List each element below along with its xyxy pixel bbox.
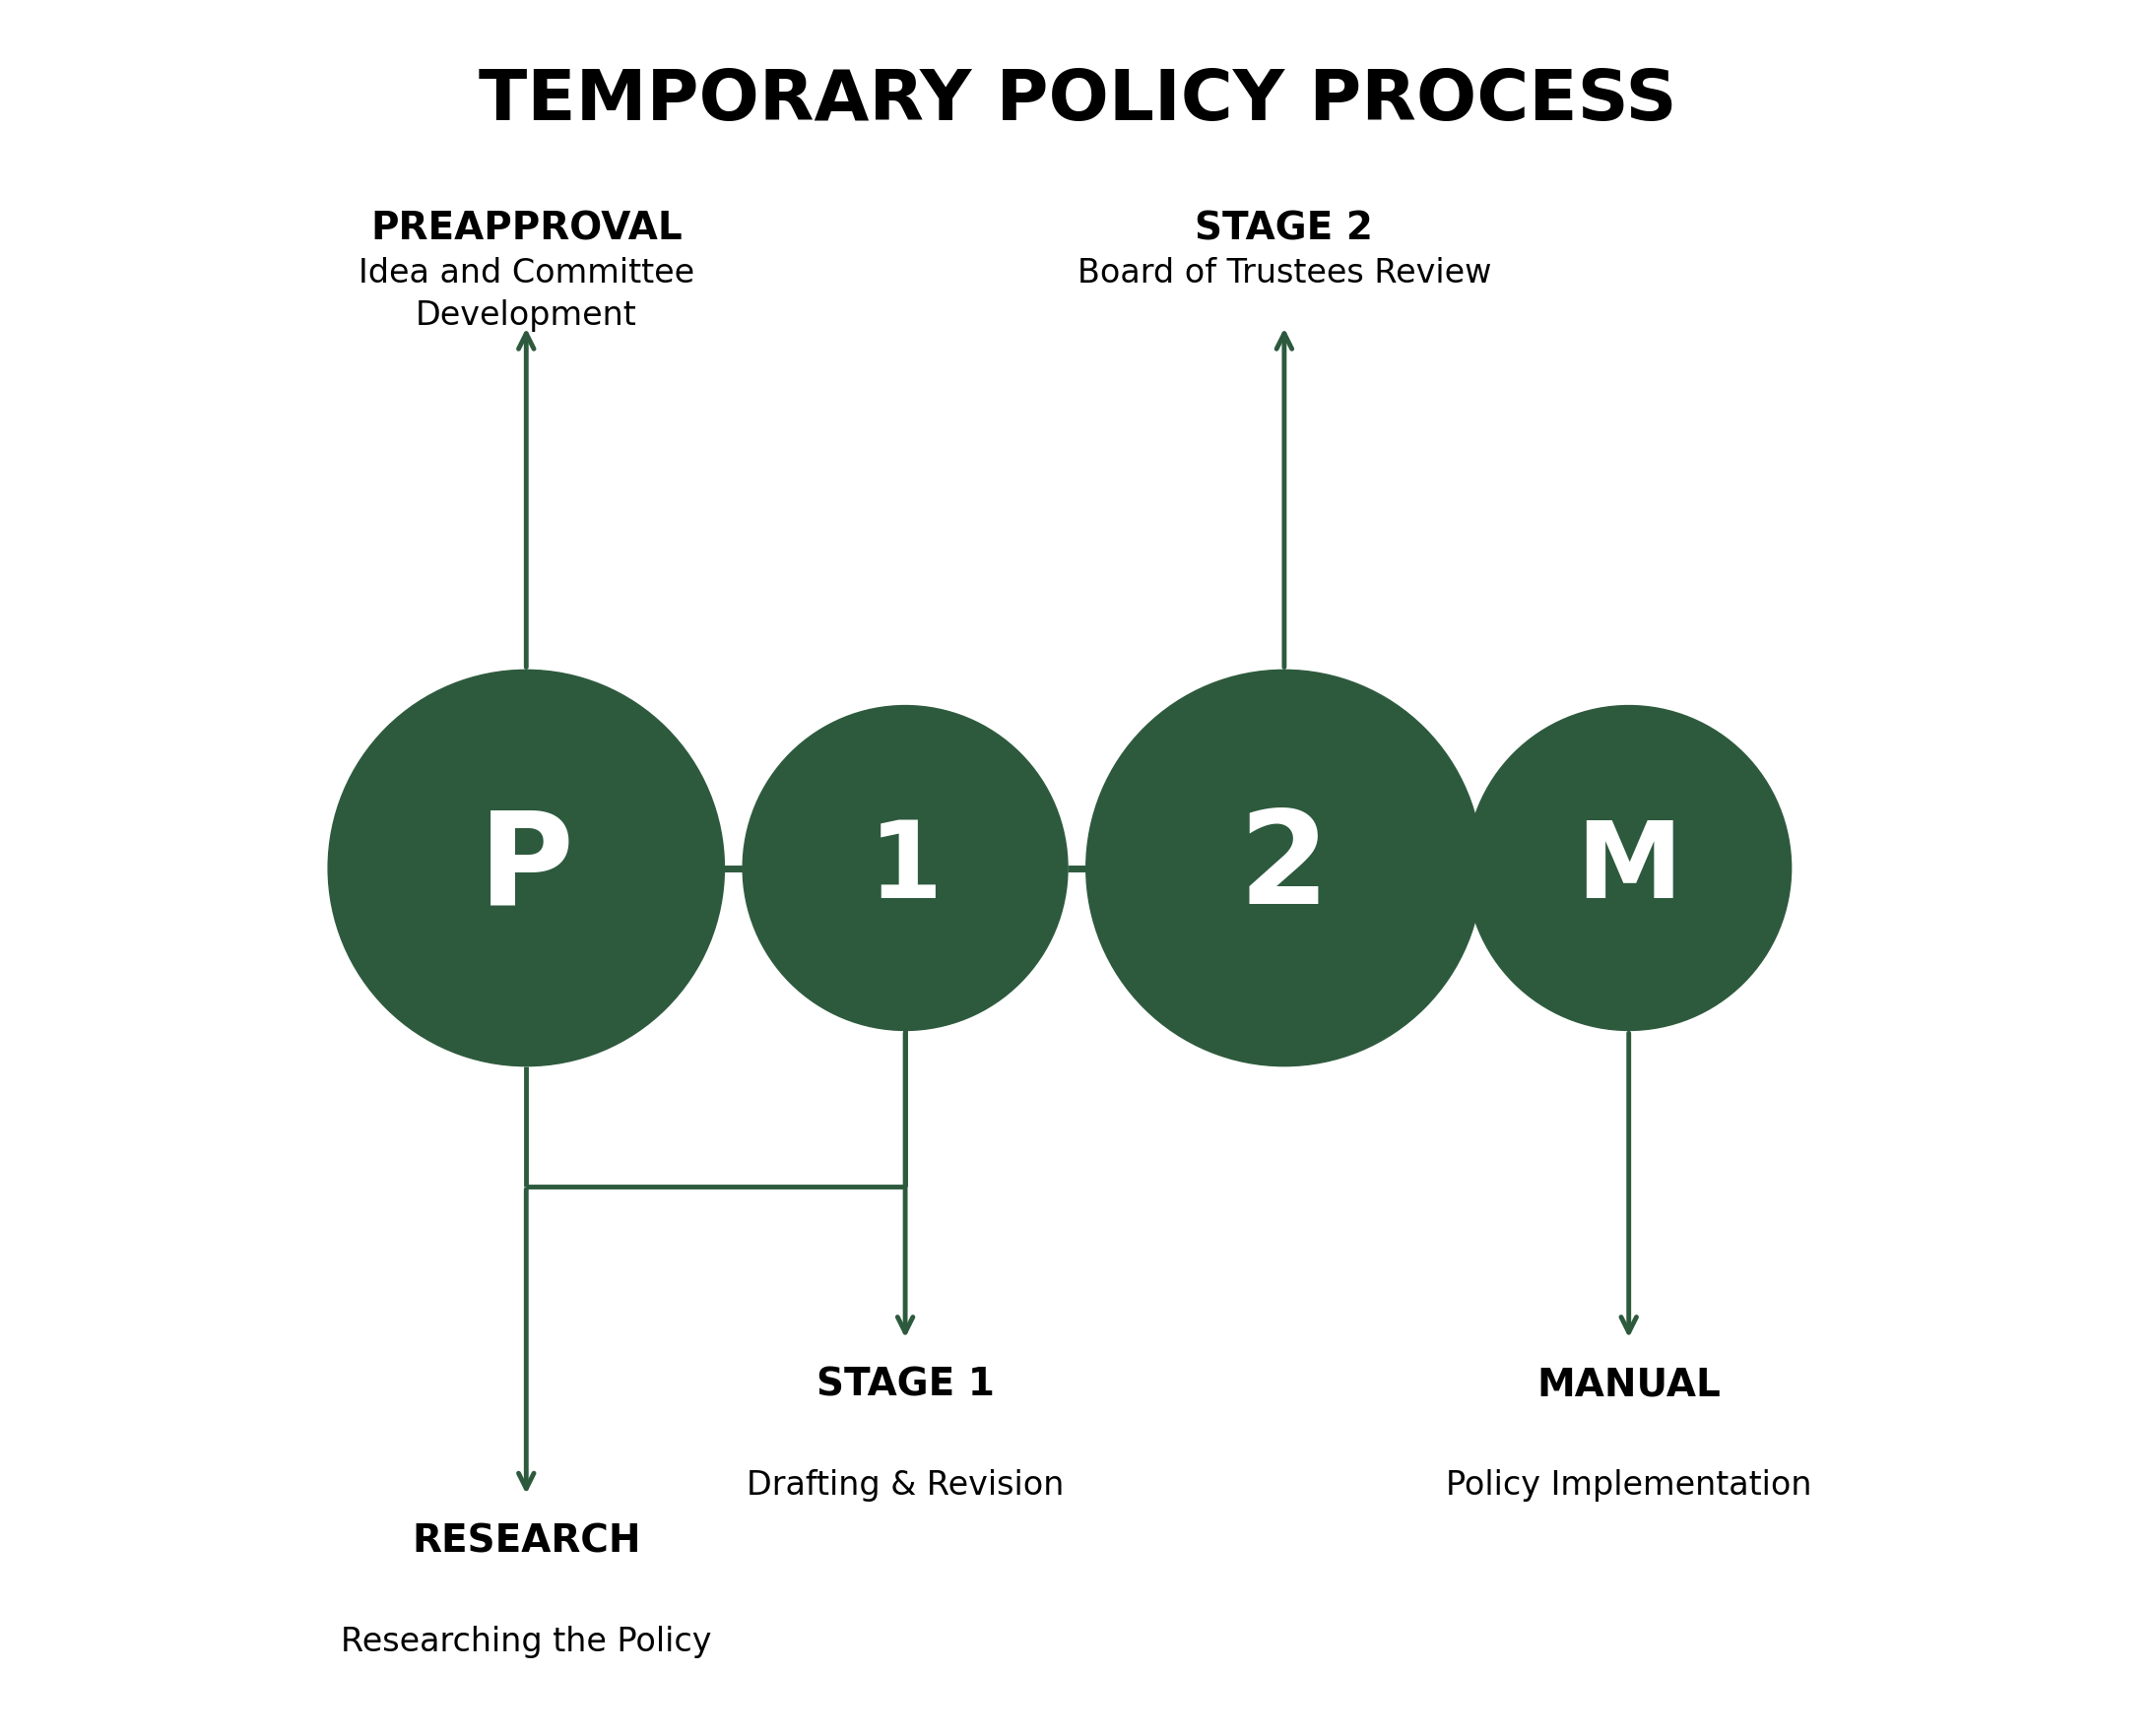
Text: Drafting & Revision: Drafting & Revision [746, 1470, 1065, 1502]
Circle shape [1086, 670, 1483, 1066]
Text: 2: 2 [1239, 806, 1330, 930]
Circle shape [1465, 705, 1791, 1031]
Text: 1: 1 [868, 816, 942, 920]
Text: Idea and Committee
Development: Idea and Committee Development [358, 257, 694, 332]
Text: Board of Trustees Review: Board of Trustees Review [1078, 257, 1491, 290]
Circle shape [328, 670, 724, 1066]
Text: M: M [1575, 816, 1681, 920]
Text: MANUAL: MANUAL [1537, 1366, 1722, 1404]
Text: P: P [478, 806, 573, 930]
Text: RESEARCH: RESEARCH [412, 1522, 640, 1561]
Text: Policy Implementation: Policy Implementation [1446, 1470, 1812, 1502]
Text: STAGE 1: STAGE 1 [817, 1366, 993, 1404]
Text: Researching the Policy: Researching the Policy [340, 1627, 711, 1658]
Text: PREAPPROVAL: PREAPPROVAL [371, 210, 683, 248]
Text: TEMPORARY POLICY PROCESS: TEMPORARY POLICY PROCESS [478, 68, 1677, 135]
Text: STAGE 2: STAGE 2 [1196, 210, 1373, 248]
Circle shape [743, 705, 1067, 1031]
